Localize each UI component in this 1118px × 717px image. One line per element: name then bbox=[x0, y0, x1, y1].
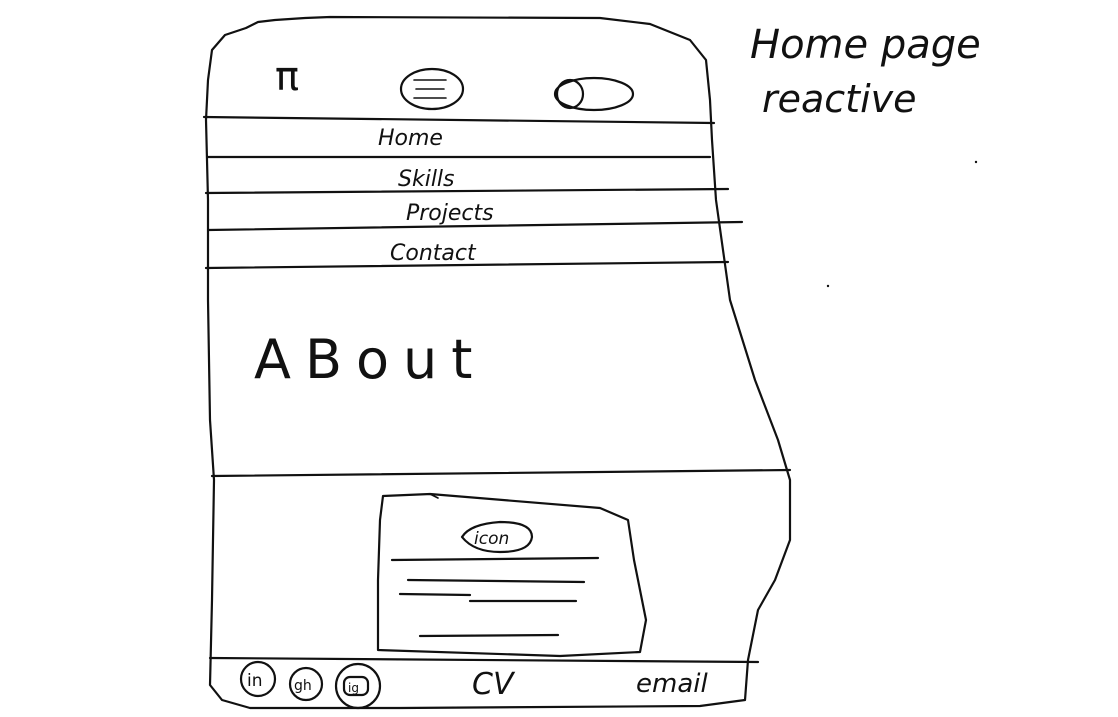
phone-outline bbox=[204, 15, 792, 710]
nav-divider bbox=[206, 220, 744, 232]
about-heading: ABout bbox=[254, 328, 486, 391]
nav-item-contact[interactable]: Contact bbox=[390, 241, 477, 266]
card-outline bbox=[376, 492, 648, 658]
email-link[interactable]: email bbox=[636, 669, 708, 699]
social-label: in bbox=[247, 671, 263, 691]
card-text-line bbox=[398, 592, 472, 597]
card-text-line bbox=[418, 633, 560, 638]
annotation: Home page reactive bbox=[750, 22, 981, 288]
cv-link[interactable]: CV bbox=[472, 667, 516, 702]
stray-dot bbox=[826, 284, 830, 288]
header: π bbox=[202, 54, 716, 125]
about-section: ABout bbox=[210, 328, 792, 478]
card-text-line bbox=[390, 556, 600, 562]
card-corner-tick bbox=[429, 493, 439, 499]
nav-item-home[interactable]: Home bbox=[378, 126, 443, 151]
social-label: ig bbox=[348, 681, 359, 695]
hamburger-menu-icon[interactable] bbox=[399, 67, 465, 111]
nav-divider bbox=[204, 260, 730, 270]
nav-divider bbox=[204, 187, 730, 195]
card-icon-label: icon bbox=[474, 529, 509, 549]
card-icon[interactable]: icon bbox=[460, 520, 534, 554]
nav-item-projects[interactable]: Projects bbox=[406, 201, 494, 226]
annotation-subtitle: reactive bbox=[762, 77, 917, 121]
nav-item-skills[interactable]: Skills bbox=[398, 167, 455, 192]
project-card: icon bbox=[376, 492, 648, 658]
annotation-title: Home page bbox=[750, 22, 981, 68]
footer: in gh ig CV email bbox=[208, 656, 760, 710]
social-label: gh bbox=[294, 678, 312, 694]
instagram-icon[interactable]: ig bbox=[334, 662, 382, 710]
github-icon[interactable]: gh bbox=[288, 666, 324, 702]
card-text-line bbox=[406, 578, 586, 584]
nav-menu: Home Skills Projects Contact bbox=[204, 126, 744, 270]
phone-frame bbox=[204, 15, 792, 710]
theme-toggle-icon[interactable] bbox=[553, 76, 635, 112]
linkedin-icon[interactable]: in bbox=[239, 660, 277, 698]
header-divider bbox=[202, 115, 716, 125]
footer-divider bbox=[208, 656, 760, 664]
about-divider bbox=[210, 468, 792, 478]
stray-dot bbox=[974, 160, 978, 164]
logo[interactable]: π bbox=[275, 54, 299, 100]
